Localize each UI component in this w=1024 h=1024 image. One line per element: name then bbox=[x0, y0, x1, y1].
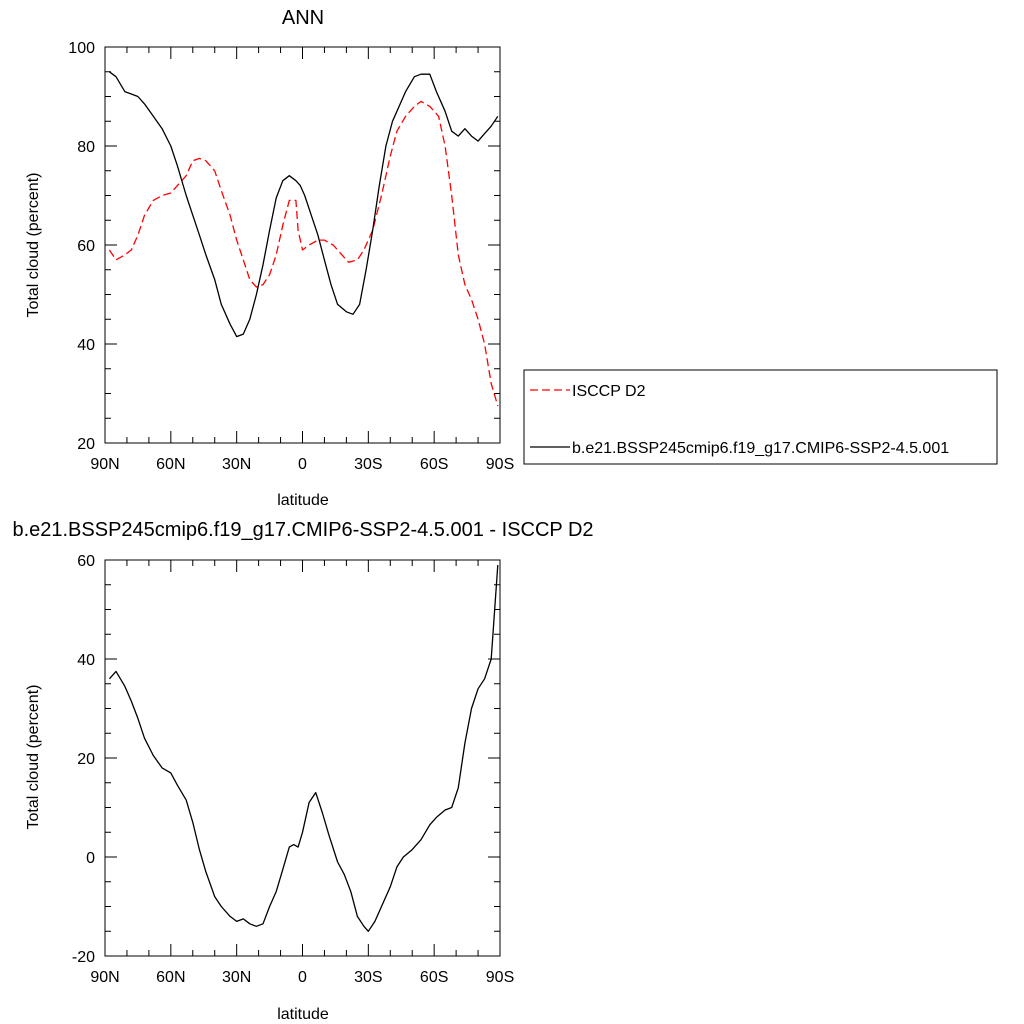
bottom-xtick-label: 60N bbox=[156, 969, 185, 986]
top-ytick-label: 40 bbox=[77, 337, 95, 354]
bottom-ytick-label: 40 bbox=[77, 652, 95, 669]
top-series-lines bbox=[108, 71, 499, 407]
bottom-chart-title: b.e21.BSSP245cmip6.f19_g17.CMIP6-SSP2-4.… bbox=[12, 519, 593, 541]
bottom-ytick-label: -20 bbox=[72, 949, 95, 966]
top-chart-panel: ANN 90N 60N 30N 0 30S 60S 90S 20 40 60 80 100 Total… bbox=[25, 7, 514, 509]
bottom-plot-frame bbox=[104, 559, 501, 957]
top-chart-title: ANN bbox=[282, 7, 324, 29]
legend-label-model: b.e21.BSSP245cmip6.f19_g17.CMIP6-SSP2-4.… bbox=[572, 440, 949, 457]
top-plot-frame bbox=[104, 46, 501, 444]
legend-box bbox=[523, 369, 998, 465]
top-x-axis-label: latitude bbox=[277, 492, 329, 509]
bottom-ytick-label: 60 bbox=[77, 553, 95, 570]
top-ytick-label: 60 bbox=[77, 238, 95, 255]
bottom-chart-panel: b.e21.BSSP245cmip6.f19_g17.CMIP6-SSP2-4.… bbox=[12, 519, 593, 1023]
bottom-ytick-label: 0 bbox=[86, 850, 95, 867]
bottom-xtick-label: 30N bbox=[222, 969, 251, 986]
legend: ISCCP D2 b.e21.BSSP245cmip6.f19_g17.CMIP… bbox=[523, 369, 998, 465]
top-xtick-label: 30S bbox=[354, 456, 382, 473]
bottom-y-axis-label: Total cloud (percent) bbox=[25, 685, 42, 830]
top-xtick-label: 0 bbox=[298, 456, 307, 473]
top-series-line-2 bbox=[109, 71, 499, 338]
bottom-axis-ticks: 90N 60N 30N 0 30S 60S 90S -20 0 20 40 60 bbox=[72, 553, 514, 986]
bottom-series-lines bbox=[108, 564, 499, 932]
top-xtick-label: 60N bbox=[156, 456, 185, 473]
top-xtick-label: 90S bbox=[486, 456, 514, 473]
bottom-x-axis-label: latitude bbox=[277, 1006, 329, 1023]
top-xtick-label: 60S bbox=[420, 456, 448, 473]
bottom-xtick-label: 60S bbox=[420, 969, 448, 986]
legend-label-isccp: ISCCP D2 bbox=[572, 383, 646, 400]
bottom-xtick-label: 90S bbox=[486, 969, 514, 986]
top-axis-ticks: 90N 60N 30N 0 30S 60S 90S 20 40 60 80 100 bbox=[68, 40, 514, 473]
bottom-xtick-label: 0 bbox=[298, 969, 307, 986]
top-xtick-label: 30N bbox=[222, 456, 251, 473]
top-ytick-label: 80 bbox=[77, 139, 95, 156]
bottom-ytick-label: 20 bbox=[77, 751, 95, 768]
top-y-axis-label: Total cloud (percent) bbox=[25, 173, 42, 318]
top-ytick-label: 100 bbox=[68, 40, 95, 57]
top-xtick-label: 90N bbox=[90, 456, 119, 473]
bottom-series-line-1 bbox=[108, 564, 499, 932]
top-series-line-1 bbox=[108, 100, 499, 407]
top-ytick-label: 20 bbox=[77, 436, 95, 453]
bottom-xtick-label: 90N bbox=[90, 969, 119, 986]
bottom-xtick-label: 30S bbox=[354, 969, 382, 986]
